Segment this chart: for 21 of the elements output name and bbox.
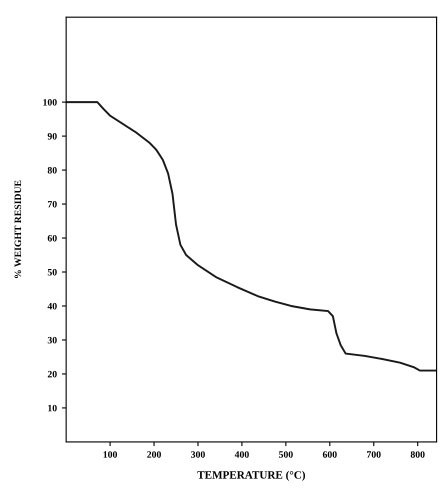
y-tick-label: 60 xyxy=(48,234,57,242)
y-tick-label: 10 xyxy=(48,404,57,412)
x-axis-title: TEMPERATURE (°C) xyxy=(197,470,306,481)
y-tick-label: 50 xyxy=(48,268,57,276)
line-series xyxy=(66,101,437,372)
x-tick-label: 100 xyxy=(104,451,118,458)
y-tick-label: 80 xyxy=(48,166,57,174)
x-tick-label: 700 xyxy=(367,451,381,458)
x-tick-label: 300 xyxy=(191,451,205,458)
x-tick-label: 200 xyxy=(147,451,161,458)
x-tick-label: 400 xyxy=(234,451,249,458)
y-tick-label: 40 xyxy=(48,302,57,310)
y-tick-label: 90 xyxy=(48,133,57,140)
y-tick-label: 70 xyxy=(48,200,57,208)
x-tick-label: 500 xyxy=(278,451,293,458)
x-tick-label: 800 xyxy=(410,451,425,458)
y-tick-label: 20 xyxy=(48,370,57,378)
y-tick-label: 30 xyxy=(48,336,57,344)
y-axis-title: % WEIGHT RESIDUE xyxy=(14,180,22,278)
x-tick-label: 600 xyxy=(322,451,337,458)
y-tick-label: 100 xyxy=(43,99,57,106)
